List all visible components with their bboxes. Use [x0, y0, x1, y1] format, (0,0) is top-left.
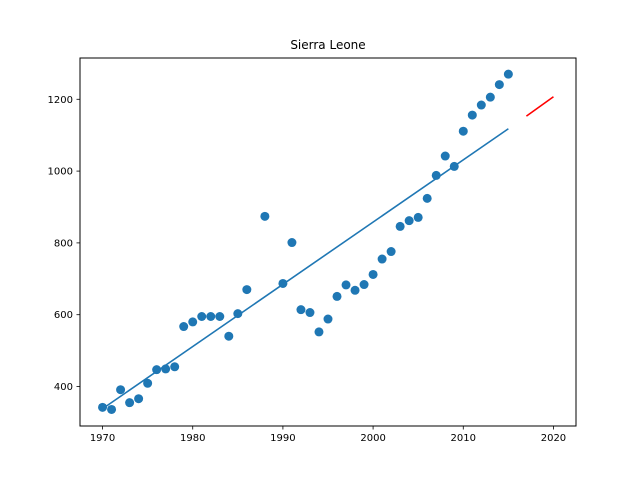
data-point	[233, 309, 243, 319]
data-point	[431, 170, 441, 180]
data-point	[422, 193, 432, 203]
x-tick-label: 2000	[360, 433, 385, 444]
axes-frame	[79, 57, 577, 427]
data-point	[314, 327, 324, 337]
x-tick-label: 1970	[90, 433, 115, 444]
data-point	[107, 404, 117, 414]
data-point	[179, 322, 189, 332]
data-point	[170, 362, 180, 372]
data-point	[143, 378, 153, 388]
data-point	[116, 385, 126, 395]
plot-area	[98, 69, 554, 414]
data-point	[377, 254, 387, 264]
y-tick-label: 1200	[48, 95, 73, 106]
chart-title: Sierra Leone	[290, 38, 365, 52]
data-point	[368, 269, 378, 279]
data-point	[440, 151, 450, 161]
data-point	[350, 285, 360, 295]
data-point	[413, 212, 423, 222]
x-tick-label: 1980	[180, 433, 205, 444]
data-point	[206, 311, 216, 321]
data-point	[458, 126, 468, 136]
data-point	[476, 100, 486, 110]
data-point	[305, 308, 315, 318]
data-point	[98, 402, 108, 412]
data-point	[125, 398, 135, 408]
data-point	[323, 314, 333, 324]
axis-ticks: 1970 1980 1990 2000 2010 2020 400 600 800 1000 120…	[48, 95, 567, 444]
y-tick-label: 1000	[48, 167, 73, 178]
data-point	[404, 216, 414, 226]
trend-line	[102, 128, 509, 410]
forecast-line	[525, 96, 554, 117]
data-point	[503, 69, 513, 79]
data-point	[152, 365, 162, 375]
data-point	[287, 238, 297, 248]
x-tick-label: 1990	[270, 433, 295, 444]
data-point	[134, 394, 144, 404]
data-point	[278, 278, 288, 288]
y-tick-label: 400	[54, 382, 73, 393]
x-tick-label: 2020	[541, 433, 566, 444]
data-point	[215, 311, 225, 321]
data-point	[188, 317, 198, 327]
data-point	[359, 280, 369, 290]
y-tick-label: 800	[54, 238, 73, 249]
x-tick-label: 2010	[451, 433, 476, 444]
data-point	[395, 221, 405, 231]
data-point	[485, 92, 495, 102]
data-point	[494, 80, 504, 90]
data-point	[197, 311, 207, 321]
data-point	[449, 161, 459, 171]
data-point	[332, 291, 342, 301]
data-point	[260, 211, 270, 221]
y-tick-label: 600	[54, 310, 73, 321]
data-point	[386, 247, 396, 257]
data-point	[296, 305, 306, 315]
data-point	[224, 331, 234, 341]
data-point	[161, 364, 171, 374]
data-point	[341, 280, 351, 290]
data-point	[467, 110, 477, 120]
data-point	[242, 285, 252, 295]
